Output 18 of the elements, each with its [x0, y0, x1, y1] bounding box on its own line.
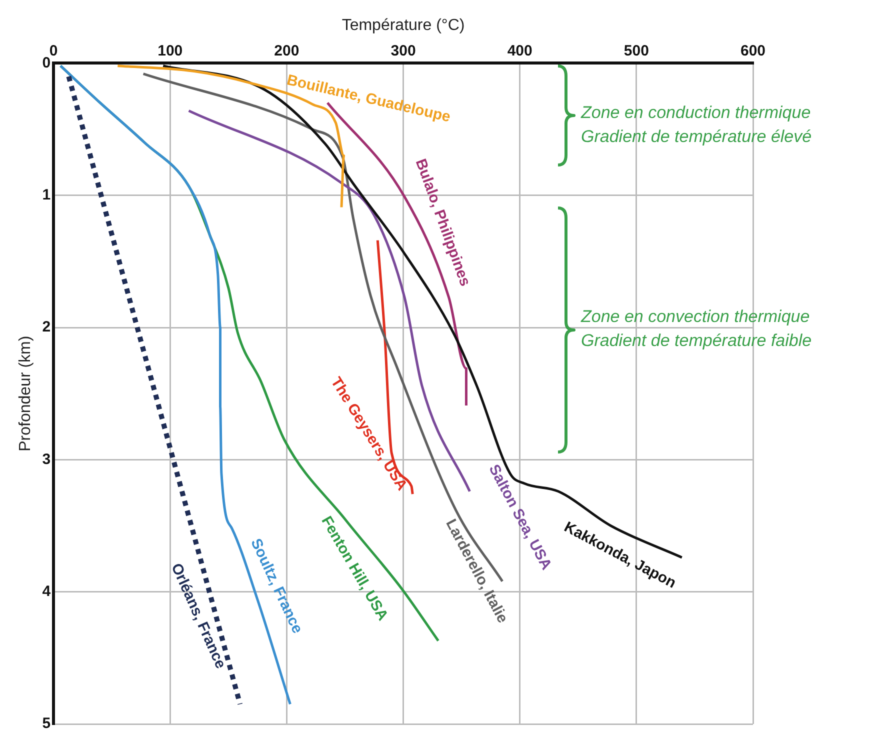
y-tick-label: 5 — [42, 715, 51, 732]
x-tick-label: 500 — [624, 42, 649, 60]
y-axis-title: Profondeur (km) — [17, 336, 34, 452]
y-tick-label: 3 — [42, 450, 51, 468]
x-tick-label: 100 — [158, 42, 183, 60]
x-tick-label: 200 — [274, 42, 300, 60]
x-tick-label: 600 — [740, 42, 766, 60]
x-tick-label: 400 — [507, 42, 532, 60]
y-tick-label: 2 — [42, 318, 51, 336]
annotation: Zone en convection thermique — [581, 307, 810, 327]
y-tick-label: 0 — [42, 54, 51, 72]
x-tick-label: 300 — [390, 42, 416, 60]
x-axis-title: Température (°C) — [342, 17, 465, 34]
annotation: Gradient de température faible — [581, 331, 812, 351]
annotation: Zone en conduction thermique — [581, 103, 811, 123]
annotation: Gradient de température élevé — [581, 127, 812, 147]
y-tick-label: 1 — [42, 186, 51, 204]
y-tick-label: 4 — [42, 582, 52, 600]
